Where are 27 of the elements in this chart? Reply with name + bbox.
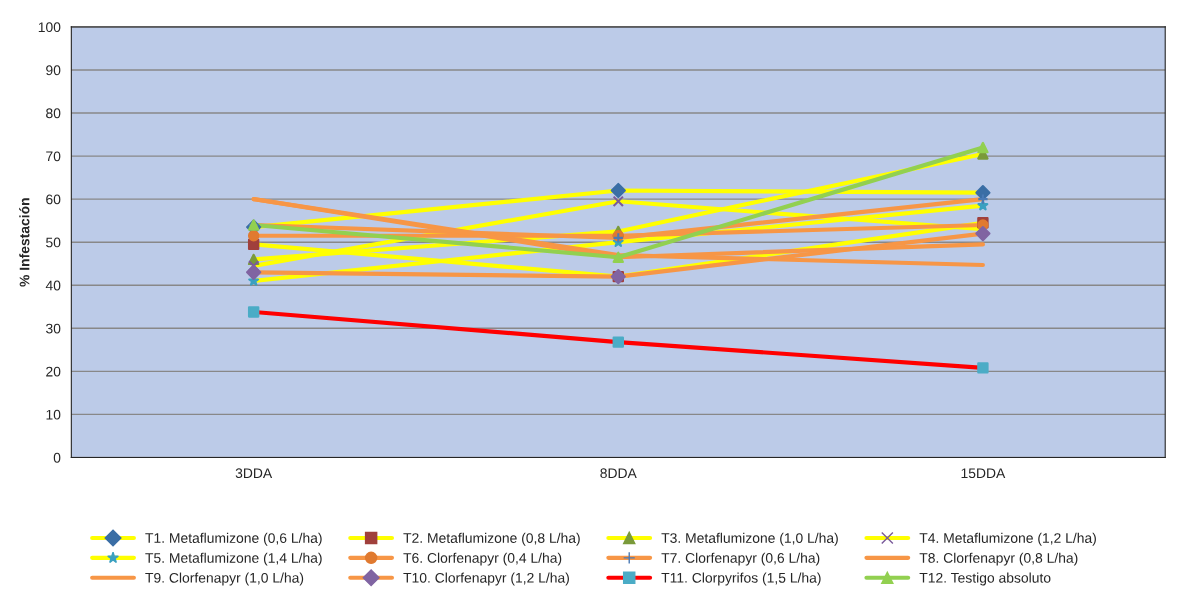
y-axis-title: % Infestación <box>19 198 30 287</box>
legend-label: T12. Testigo absoluto <box>919 572 1051 586</box>
x-tick-label: 3DDA <box>235 468 273 479</box>
y-tick-label: 100 <box>38 22 61 33</box>
legend-label: T5. Metaflumizone (1,4 L/ha) <box>145 552 322 566</box>
y-tick-label: 70 <box>46 151 61 162</box>
y-tick-label: 0 <box>53 452 61 463</box>
y-tick-label: 60 <box>46 194 61 205</box>
legend-label: T1. Metaflumizone (0,6 L/ha) <box>145 532 322 546</box>
x-tick-label: 8DDA <box>600 468 637 479</box>
legend-label: T3. Metaflumizone (1,0 L/ha) <box>661 532 838 546</box>
legend-label: T2. Metaflumizone (0,8 L/ha) <box>403 532 580 546</box>
y-tick-label: 80 <box>46 108 61 119</box>
legend-label: T11. Clorpyrifos (1,5 L/ha) <box>661 572 821 586</box>
legend-label: T6. Clorfenapyr (0,4 L/ha) <box>403 552 562 566</box>
x-tick-label: 15DDA <box>961 468 1006 479</box>
y-tick-label: 40 <box>45 280 61 291</box>
legend-label: T10. Clorfenapyr (1,2 L/ha) <box>403 572 569 586</box>
y-tick-label: 10 <box>46 409 61 420</box>
y-tick-label: 20 <box>46 366 61 377</box>
legend-label: T9. Clorfenapyr (1,0 L/ha) <box>145 572 304 586</box>
y-tick-label: 30 <box>46 323 61 334</box>
legend-label: T4. Metaflumizone (1,2 L/ha) <box>919 532 1096 546</box>
y-tick-label: 90 <box>46 65 61 76</box>
y-tick-label: 50 <box>46 237 61 248</box>
legend-label: T8. Clorfenapyr (0,8 L/ha) <box>919 552 1078 566</box>
legend-label: T7. Clorfenapyr (0,6 L/ha) <box>661 552 820 566</box>
